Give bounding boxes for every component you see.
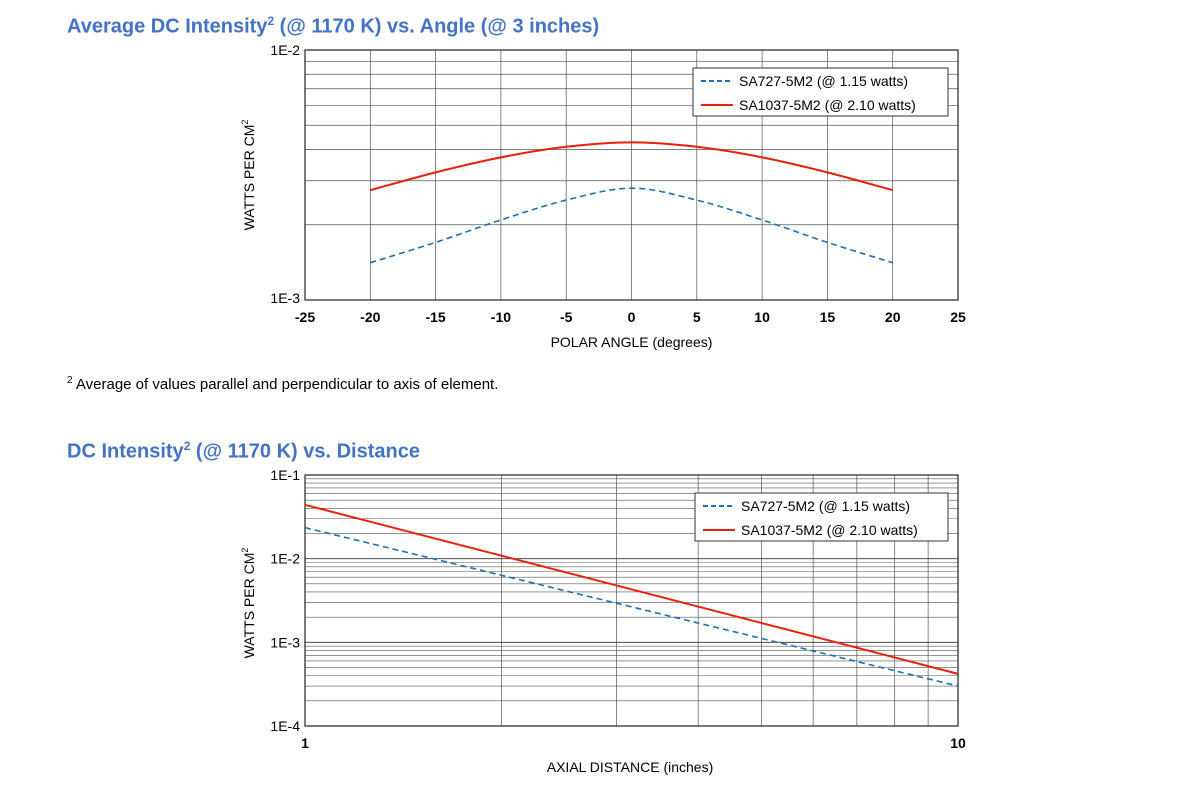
chart2-ytick-label: 1E-3 <box>270 634 300 650</box>
chart1-xtick-label: 0 <box>628 309 636 325</box>
chart1-xtick-label: 15 <box>820 309 836 325</box>
chart1-xtick-label: -5 <box>560 309 573 325</box>
chart2-xtick-label: 10 <box>950 735 966 751</box>
chart2-ytick-label: 1E-1 <box>270 467 300 483</box>
chart1-xtick-label: -10 <box>491 309 511 325</box>
chart2-legend-label: SA1037-5M2 (@ 2.10 watts) <box>741 522 918 538</box>
footnote: 2 Average of values parallel and perpend… <box>67 375 499 393</box>
chart1-plot-frame <box>304 49 959 301</box>
chart2-legend-box <box>694 492 949 542</box>
chart2-xlabel: AXIAL DISTANCE (inches) <box>547 759 714 775</box>
chart2-ytick-label: 1E-2 <box>270 551 300 567</box>
chart1-legend-box <box>692 67 949 117</box>
chart2-ytick-label: 1E-4 <box>270 718 300 734</box>
chart2-series-line-2 <box>304 503 959 675</box>
chart1-xtick-label: -15 <box>425 309 445 325</box>
chart1-legend-label: SA1037-5M2 (@ 2.10 watts) <box>739 97 916 113</box>
chart1-xtick-label: 20 <box>885 309 901 325</box>
chart2-xtick-label: 1 <box>301 735 309 751</box>
chart1-xlabel: POLAR ANGLE (degrees) <box>551 334 713 350</box>
chart1-series-line-2 <box>370 141 893 192</box>
chart2-series-line-1 <box>304 526 959 687</box>
chart1-xtick-label: -20 <box>360 309 380 325</box>
chart1-ylabel: WATTS PER CM2 <box>240 120 257 231</box>
chart1-xtick-label: 10 <box>754 309 770 325</box>
chart1-legend-label: SA727-5M2 (@ 1.15 watts) <box>739 73 908 89</box>
chart2-legend-label: SA727-5M2 (@ 1.15 watts) <box>741 498 910 514</box>
chart1-title: Average DC Intensity2 (@ 1170 K) vs. Ang… <box>67 14 600 38</box>
chart2-title: DC Intensity2 (@ 1170 K) vs. Distance <box>67 439 420 463</box>
chart1-xtick-label: 5 <box>693 309 701 325</box>
chart1-ytick-label: 1E-2 <box>270 42 300 58</box>
chart1-xtick-label: 25 <box>950 309 966 325</box>
chart1-series-line-1 <box>370 187 893 264</box>
chart1-xtick-label: -25 <box>295 309 315 325</box>
chart2-ylabel: WATTS PER CM2 <box>240 548 257 659</box>
chart1-ytick-label: 1E-3 <box>270 290 300 306</box>
chart2-plot-frame <box>304 474 959 727</box>
